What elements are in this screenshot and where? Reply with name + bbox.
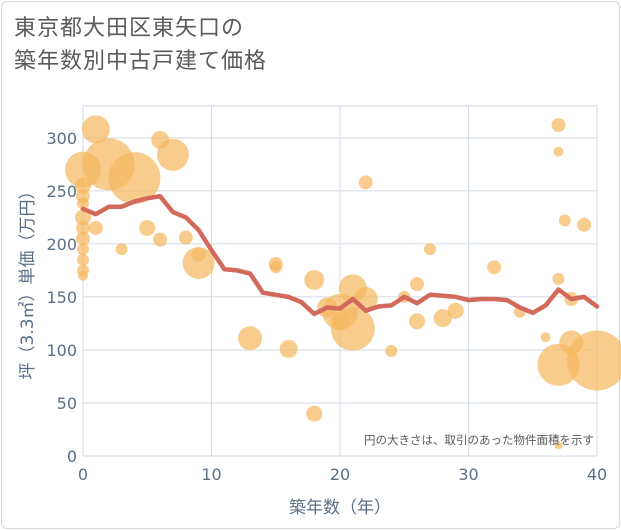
bubble-point [554,441,563,450]
chart-title-line1: 東京都大田区東矢口の [14,16,245,41]
bubble-point [410,277,425,292]
bubble-point [65,151,101,188]
bubble-point [279,339,298,358]
x-tick-label: 0 [78,465,88,484]
bubble-point [306,405,323,422]
bubble-point [75,209,91,226]
bubble-point [81,115,110,144]
bubble-point [178,230,193,245]
bubble-point [433,309,452,328]
x-tick-label: 10 [201,465,221,484]
bubble-point [358,175,373,190]
bubble-point [304,269,325,290]
y-tick-label: 250 [46,182,77,201]
average-price-line [80,193,600,317]
bubble-point [77,243,89,256]
bubble-point [77,197,89,210]
bubble-point [558,214,571,227]
y-tick-label: 150 [46,288,77,307]
bubble-point [385,345,398,357]
bubble-point [238,326,263,351]
bubble-point [77,253,89,266]
bubble-point [553,146,564,157]
bubble-point [559,330,584,355]
y-tick-label: 300 [46,129,77,148]
bubble-point [331,312,349,331]
bubble-point [151,130,170,149]
bubble-point [487,260,502,275]
bubble-point [447,302,464,319]
bubble-point [76,231,90,246]
y-tick-label: 0 [67,447,77,466]
x-tick-label: 20 [330,465,350,484]
bubble-size-note: 円の大きさは、取引のあった物件面積を示す [364,433,594,447]
bubble-series [65,115,621,450]
bubble-point [75,177,91,194]
x-tick-label: 40 [587,465,607,484]
bubble-point [182,246,215,279]
y-tick-label: 50 [57,394,77,413]
bubble-point [191,247,206,262]
bubble-point [76,220,90,235]
chart-title: 東京都大田区東矢口の 築年数別中古戸建て価格 [14,12,267,78]
bubble-point [269,261,282,274]
bubble-point [409,313,426,330]
bubble-point [115,243,128,256]
x-axis-ticks: 0 10 20 30 40 [78,465,607,484]
y-axis-label: 坪（3.3㎡）単価（万円） [18,182,38,379]
bubble-point [551,118,566,133]
x-tick-label: 30 [458,465,478,484]
bubble-point [537,343,580,386]
bubble-point [139,219,156,236]
bubble-point [108,152,161,205]
bubble-point [78,270,88,281]
bubble-point [552,272,565,285]
x-axis-label: 築年数（年） [289,498,391,518]
y-axis-ticks: 0 50 100 150 200 250 300 [46,129,77,466]
bubble-point [88,220,103,235]
bubble-point [577,217,592,232]
bubble-point [423,243,436,256]
y-tick-label: 100 [46,341,77,360]
chart-title-line2: 築年数別中古戸建て価格 [14,49,268,74]
y-tick-label: 200 [46,235,77,254]
bubble-point [540,332,551,343]
bubble-point [153,232,168,247]
